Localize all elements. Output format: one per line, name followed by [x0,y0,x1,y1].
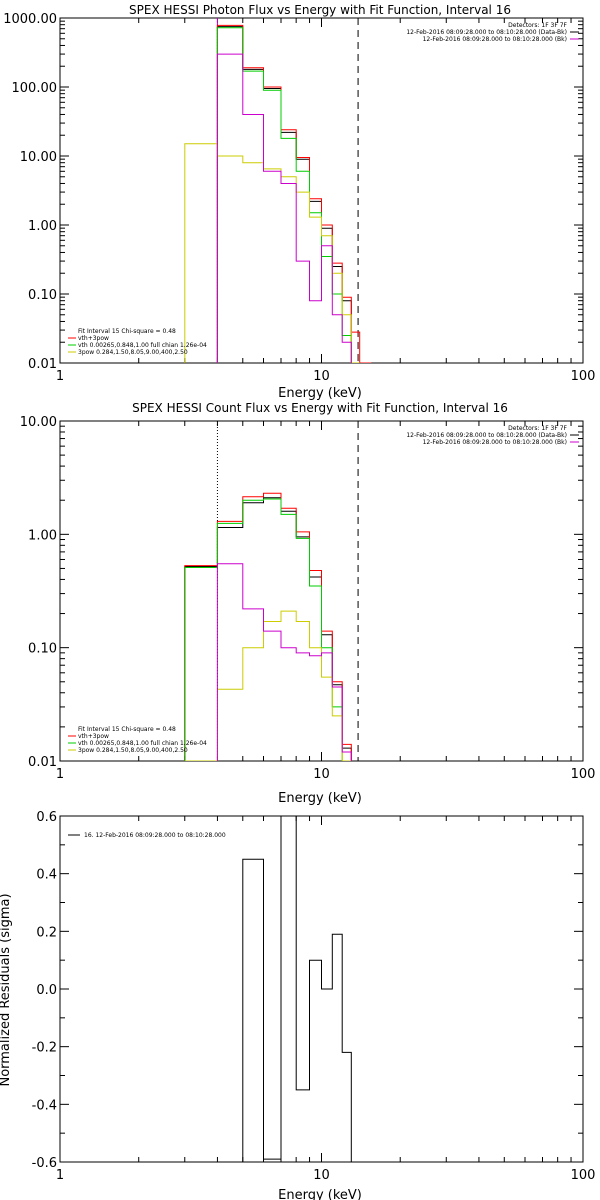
residuals-y-tick-label: 0.4 [36,868,57,883]
photon-series-1 [216,24,372,363]
count-legend-right-text: 12-Feb-2016 08:09:28.000 to 08:10:28.000… [423,439,567,446]
count-legend-text: vth 0.00265,0.848,1.00 full chian 1.26e-… [78,740,207,747]
count-y-tick-label: 0.01 [28,755,57,770]
residuals-legend-text: 16. 12-Feb-2016 08:09:28.000 to 08:10:28… [84,832,226,839]
count-x-tick-label: 1 [56,767,64,782]
count-series-4 [216,563,352,761]
photon-flux-panel: SPEX HESSI Photon Flux vs Energy with Fi… [3,3,595,401]
photon-legend-text: 3pow 0.284,1.50,8.05,9.00,400,2.50 [78,349,188,356]
residuals-chart-marks: 1 10 100 -0.6 -0.4 -0.2 0.0 0.2 0.4 0.6 [32,810,596,1183]
residuals-series-0 [242,816,352,1162]
residuals-y-axis-label: Normalized Residuals (sigma) [0,893,13,1086]
photon-legend-left: Fit Interval 15 Chi-square = 0.48vth+3po… [68,328,207,356]
count-legend-text: Fit Interval 15 Chi-square = 0.48 [78,726,176,733]
count-y-tick-label: 0.10 [28,642,57,657]
photon-series-group [184,24,372,363]
count-chart-marks: 1 10 100 0.01 0.10 1.00 10.00 [20,415,596,782]
photon-y-tick-label: 10.00 [20,150,57,165]
photon-x-axis-label: Energy (keV) [278,386,362,401]
photon-legend-text: vth+3pow [78,335,109,342]
count-chart-title: SPEX HESSI Count Flux vs Energy with Fit… [132,401,508,415]
residuals-y-tick-label: 0.6 [36,810,57,825]
count-x-tick-label: 100 [571,767,596,782]
residuals-series-group [242,816,352,1162]
photon-chart-marks: 1 10 100 0.01 0.10 1.00 10.00 100.00 1000.00 [3,12,595,384]
photon-legend-right-text: 12-Feb-2016 08:09:28.000 to 08:10:28.000… [406,29,567,36]
count-legend-text: vth+3pow [78,733,109,740]
photon-series-4 [216,53,352,363]
photon-series-0 [216,26,352,363]
photon-legend-text: Fit Interval 15 Chi-square = 0.48 [78,328,176,335]
residuals-panel: 1 10 100 -0.6 -0.4 -0.2 0.0 0.2 0.4 0.6 16. 12-Fe… [0,810,595,1200]
photon-y-tick-label: 100.00 [12,81,58,96]
residuals-x-tick-label: 100 [571,1168,596,1183]
residuals-y-tick-label: 0.2 [36,925,57,940]
count-x-tick-label: 10 [313,767,330,782]
count-series-3 [184,610,352,761]
residuals-x-tick-label: 1 [56,1168,64,1183]
photon-legend-text: vth 0.00265,0.848,1.00 full chian 1.26e-… [78,342,207,349]
photon-plot-frame [59,17,584,364]
photon-series-3 [184,143,360,363]
count-y-tick-label: 1.00 [28,528,57,543]
residuals-legend: 16. 12-Feb-2016 08:09:28.000 to 08:10:28… [68,832,226,839]
photon-legend-right-text: 12-Feb-2016 08:09:28.000 to 08:10:28.000… [423,36,567,43]
count-flux-panel: SPEX HESSI Count Flux vs Energy with Fit… [20,401,596,806]
residuals-y-tick-label: -0.6 [32,1156,57,1171]
count-series-0 [184,497,352,761]
photon-x-tick-label: 100 [571,369,596,384]
count-legend-right-text: Detectors: 1F 3F 7F [508,425,567,432]
photon-x-tick-label: 1 [56,369,64,384]
photon-legend-right-text: Detectors: 1F 3F 7F [508,22,567,29]
residuals-y-tick-label: -0.4 [32,1098,57,1113]
count-legend-left: Fit Interval 15 Chi-square = 0.48vth+3po… [68,726,207,754]
residuals-y-tick-label: -0.2 [32,1041,57,1056]
count-legend-text: 3pow 0.284,1.50,8.05,9.00,400,2.50 [78,747,188,754]
photon-y-tick-label: 1.00 [28,219,57,234]
photon-y-tick-label: 0.10 [28,288,57,303]
count-x-axis-label: Energy (keV) [278,791,362,806]
count-series-group [184,492,352,761]
residuals-y-tick-label: 0.0 [36,983,57,998]
photon-series-2 [216,27,360,363]
residuals-x-tick-label: 10 [313,1168,330,1183]
count-series-2 [184,498,343,761]
count-legend-right-text: 12-Feb-2016 08:09:28.000 to 08:10:28.000… [406,432,567,439]
photon-y-tick-label: 1000.00 [3,12,57,27]
photon-chart-title: SPEX HESSI Photon Flux vs Energy with Fi… [129,3,511,17]
photon-y-tick-label: 0.01 [28,357,57,372]
residuals-x-axis-label: Energy (keV) [278,1188,362,1200]
count-y-tick-label: 10.00 [20,415,57,430]
photon-x-tick-label: 10 [313,369,330,384]
count-series-1 [184,492,352,761]
